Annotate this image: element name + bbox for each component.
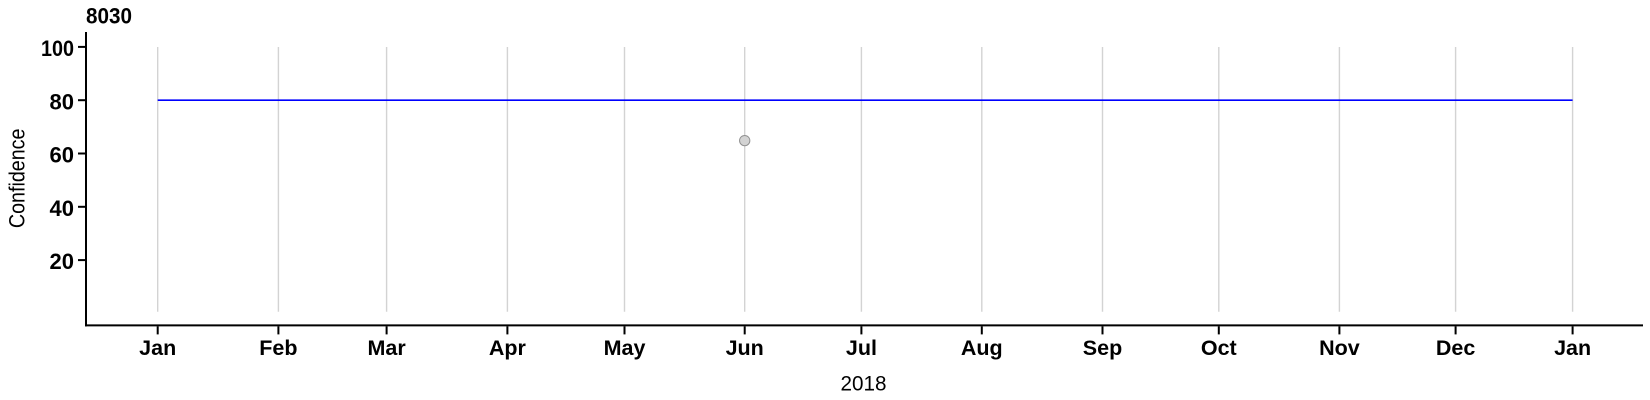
svg-text:Jan: Jan	[1554, 336, 1591, 360]
svg-text:Dec: Dec	[1436, 336, 1475, 360]
svg-text:60: 60	[50, 143, 74, 168]
svg-text:80: 80	[50, 89, 74, 114]
svg-text:Aug: Aug	[961, 336, 1003, 360]
svg-text:Mar: Mar	[367, 336, 406, 360]
svg-text:Sep: Sep	[1083, 336, 1122, 360]
svg-text:100: 100	[41, 36, 74, 61]
svg-text:Jun: Jun	[726, 336, 764, 360]
svg-text:40: 40	[50, 196, 74, 221]
svg-text:20: 20	[50, 249, 74, 274]
svg-text:Feb: Feb	[259, 336, 297, 360]
svg-text:8030: 8030	[86, 3, 132, 28]
svg-text:Confidence: Confidence	[5, 129, 30, 229]
svg-text:Nov: Nov	[1319, 336, 1360, 360]
svg-text:Oct: Oct	[1201, 336, 1237, 360]
svg-text:Jan: Jan	[139, 336, 176, 360]
svg-text:2018: 2018	[841, 371, 887, 395]
svg-text:Apr: Apr	[489, 336, 527, 360]
svg-text:Jul: Jul	[846, 336, 877, 360]
svg-text:May: May	[604, 336, 646, 360]
